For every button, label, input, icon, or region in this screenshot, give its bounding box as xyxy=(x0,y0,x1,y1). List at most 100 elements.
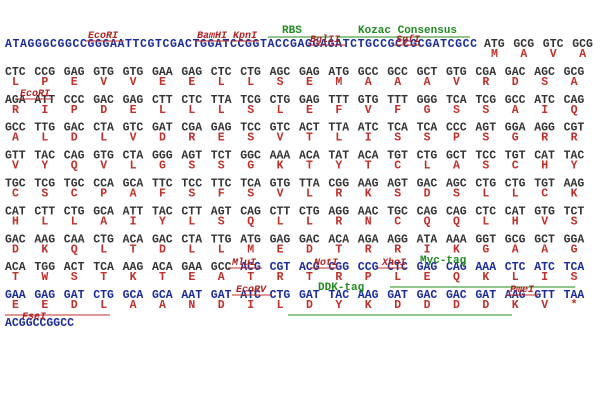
amino-acid: E xyxy=(41,299,48,312)
amino-acid: I xyxy=(130,215,137,228)
codon: TCG xyxy=(475,94,496,107)
amino-acid: L xyxy=(218,104,225,117)
codon: GCT xyxy=(417,66,438,79)
amino-acid: E xyxy=(130,104,137,117)
codon: CTA xyxy=(181,233,202,246)
amino-acid: L xyxy=(277,215,284,228)
codon: GAT xyxy=(387,289,408,302)
amino-acid: S xyxy=(424,132,431,145)
amino-acid: K xyxy=(571,188,578,201)
amino-acid: D xyxy=(159,243,166,256)
codon: GAG xyxy=(417,261,438,274)
amino-acid: T xyxy=(306,271,313,284)
amino-acid: T xyxy=(365,160,372,173)
amino-acid: I xyxy=(424,243,431,256)
codon: TCA xyxy=(417,122,438,135)
codon: CAG xyxy=(417,205,438,218)
amino-acid: L xyxy=(247,76,254,89)
codon: GAC xyxy=(446,289,467,302)
codon: GTG xyxy=(270,178,291,191)
amino-acid: S xyxy=(247,188,254,201)
codon: CTC xyxy=(5,66,26,79)
amino-acid: R xyxy=(541,132,548,145)
amino-acid: A xyxy=(159,299,166,312)
amino-acid: V xyxy=(541,299,548,312)
codon: GAG xyxy=(34,289,55,302)
amino-acid: L xyxy=(100,132,107,145)
codon: AGT xyxy=(181,150,202,163)
codon: GTC xyxy=(270,122,291,135)
annotation-label: EcoRI xyxy=(20,89,50,100)
amino-acid: D xyxy=(424,188,431,201)
codon: CTG xyxy=(64,205,85,218)
codon: TAC xyxy=(328,289,349,302)
codon: GTC xyxy=(123,122,144,135)
codon: ATC xyxy=(358,122,379,135)
amino-acid: * xyxy=(571,299,578,312)
codon: CAG xyxy=(446,205,467,218)
codon: GTC xyxy=(543,38,564,51)
codon: GGA xyxy=(564,233,585,246)
codon: CTG xyxy=(93,289,114,302)
codon: TCA xyxy=(240,178,261,191)
amino-acid: G xyxy=(159,160,166,173)
amino-acid: M xyxy=(247,243,254,256)
codon: CTG xyxy=(93,233,114,246)
codon: GTG xyxy=(93,66,114,79)
amino-acid: D xyxy=(100,104,107,117)
amino-acid: F xyxy=(335,104,342,117)
amino-acid: H xyxy=(12,215,19,228)
codon: CGG xyxy=(328,178,349,191)
codon: TAT xyxy=(328,150,349,163)
codon: CAT xyxy=(505,205,526,218)
annotation-label: EcoRV xyxy=(236,285,267,296)
amino-acid: G xyxy=(247,160,254,173)
amino-acid: D xyxy=(424,299,431,312)
codon: GAA xyxy=(181,261,202,274)
amino-acid: Q xyxy=(424,215,431,228)
codon: TTC xyxy=(152,178,173,191)
amino-acid: K xyxy=(41,243,48,256)
codon: CTA xyxy=(123,150,144,163)
amino-acid: D xyxy=(306,299,313,312)
codon: GTT xyxy=(5,150,26,163)
codon: GAC xyxy=(505,66,526,79)
amino-acid: R xyxy=(365,243,372,256)
amino-acid: R xyxy=(335,188,342,201)
codon: GCC xyxy=(358,66,379,79)
codon: TCG xyxy=(34,178,55,191)
codon: CTC xyxy=(211,66,232,79)
codon: GAC xyxy=(64,122,85,135)
amino-acid: L xyxy=(188,104,195,117)
amino-acid: V xyxy=(453,76,460,89)
codon: ATC xyxy=(240,289,261,302)
amino-acid: K xyxy=(365,299,372,312)
codon: CAG xyxy=(446,261,467,274)
codon: GCA xyxy=(123,289,144,302)
codon: CGT xyxy=(270,261,291,274)
annotation-label: FseI xyxy=(22,312,46,323)
amino-acid: I xyxy=(41,104,48,117)
amino-acid: A xyxy=(541,243,548,256)
amino-acid: T xyxy=(130,243,137,256)
codon: CTT xyxy=(181,205,202,218)
amino-acid: R xyxy=(394,243,401,256)
amino-acid: S xyxy=(218,215,225,228)
codon: GTG xyxy=(534,205,555,218)
codon: AGC xyxy=(446,178,467,191)
annotation-label: Myc-tag xyxy=(420,255,466,267)
amino-acid: S xyxy=(541,76,548,89)
amino-acid: L xyxy=(306,215,313,228)
amino-acid: R xyxy=(571,132,578,145)
annotation-label: DDK-tag xyxy=(318,282,364,294)
codon: CTG xyxy=(270,289,291,302)
amino-acid: E xyxy=(424,271,431,284)
codon: TGC xyxy=(387,205,408,218)
amino-acid: A xyxy=(512,104,519,117)
amino-acid: L xyxy=(188,243,195,256)
amino-acid: K xyxy=(277,160,284,173)
codon: GCG xyxy=(564,66,585,79)
codon: AAT xyxy=(181,289,202,302)
amino-acid: M xyxy=(335,76,342,89)
amino-acid: T xyxy=(159,271,166,284)
